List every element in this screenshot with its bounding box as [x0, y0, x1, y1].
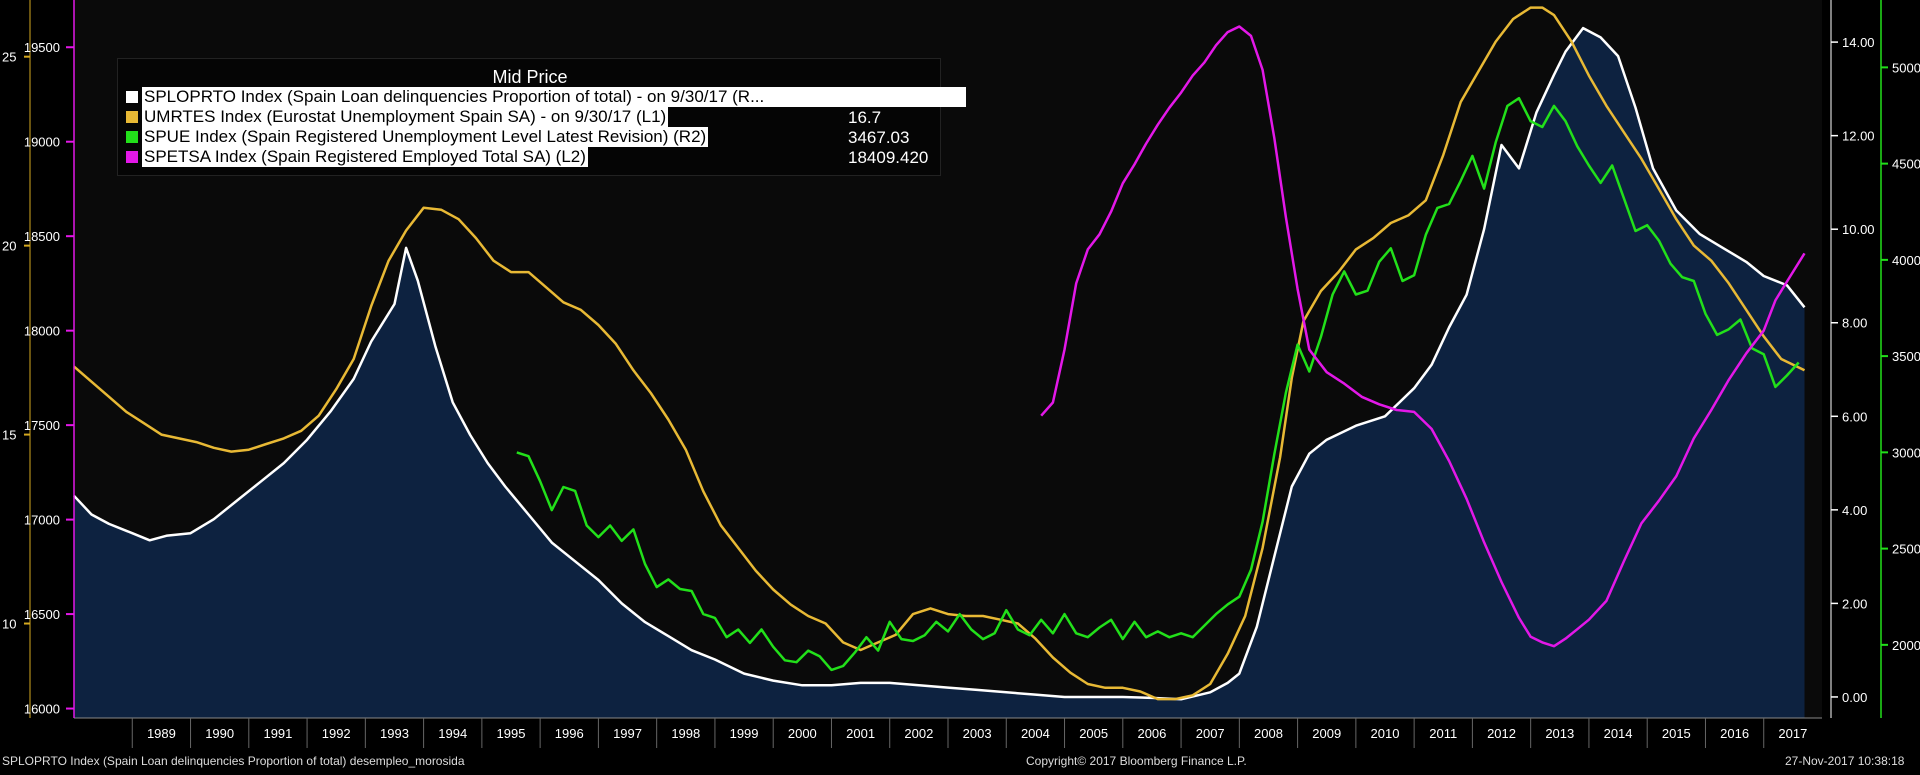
footer-timestamp: 27-Nov-2017 10:38:18 — [1785, 754, 1905, 768]
l2-tick-label: 18500 — [24, 229, 60, 244]
legend-swatch — [126, 131, 138, 143]
r2-tick-label: 5000 — [1892, 60, 1920, 75]
l1-tick-label: 20 — [2, 239, 16, 254]
legend-title: Mid Price — [492, 67, 568, 87]
series-line-spetsa — [1040, 25, 1806, 648]
r2-tick-label: 4500 — [1892, 157, 1920, 172]
x-tick-label: 2013 — [1545, 726, 1574, 741]
x-tick-label: 2010 — [1371, 726, 1400, 741]
l2-tick-label: 19500 — [24, 40, 60, 55]
x-tick-label: 2001 — [846, 726, 875, 741]
series-line-umrtes — [73, 6, 1806, 701]
x-tick-label: 2007 — [1196, 726, 1225, 741]
r1-tick-label: 4.00 — [1842, 503, 1867, 518]
legend: Mid Price SPLOPRTO Index (Spain Loan del… — [117, 58, 966, 176]
r2-tick-label: 2500 — [1892, 542, 1920, 557]
x-tick-label: 2000 — [788, 726, 817, 741]
legend-swatch — [126, 111, 138, 123]
x-tick-label: 2003 — [963, 726, 992, 741]
x-tick-label: 1990 — [205, 726, 234, 741]
x-tick-label: 1995 — [497, 726, 526, 741]
x-tick-label: 2016 — [1720, 726, 1749, 741]
r2-tick-label: 2000 — [1892, 638, 1920, 653]
l2-tick-label: 18000 — [24, 324, 60, 339]
x-tick-label: 2004 — [1021, 726, 1050, 741]
legend-label: SPUE Index (Spain Registered Unemploymen… — [142, 127, 709, 147]
series-line-sploprto — [73, 26, 1806, 701]
l1-tick-label: 10 — [2, 617, 16, 632]
r1-tick-label: 10.00 — [1842, 222, 1875, 237]
legend-value-umrtes: 16.7 — [848, 108, 882, 127]
x-tick-label: 2006 — [1137, 726, 1166, 741]
legend-value-sploprto: 8.33 — [848, 88, 882, 107]
footer-copyright: Copyright© 2017 Bloomberg Finance L.P. — [1026, 754, 1247, 768]
legend-label: SPETSA Index (Spain Registered Employed … — [142, 147, 588, 167]
x-tick-label: 2009 — [1312, 726, 1341, 741]
r1-tick-label: 0.00 — [1842, 690, 1867, 705]
axis-layer: 1989 1990 1991 1992 1993 1994 1995 1996 1997 1998… — [2, 0, 1920, 752]
legend-label: UMRTES Index (Eurostat Unemployment Spai… — [142, 107, 669, 127]
legend-swatch — [126, 91, 138, 103]
l2-tick-label: 17500 — [24, 418, 60, 433]
x-tick-label: 2017 — [1778, 726, 1807, 741]
x-tick-label: 1994 — [438, 726, 467, 741]
x-tick-label: 1996 — [555, 726, 584, 741]
x-tick-label: 2008 — [1254, 726, 1283, 741]
x-tick-label: 1997 — [613, 726, 642, 741]
r2-tick-label: 3000 — [1892, 445, 1920, 460]
legend-value-spue: 3467.03 — [848, 128, 910, 147]
l1-tick-label: 25 — [2, 50, 16, 65]
r2-tick-label: 4000 — [1892, 253, 1920, 268]
x-tick-label: 2015 — [1662, 726, 1691, 741]
area-layer — [74, 28, 1805, 719]
line-layer — [73, 6, 1806, 701]
legend-label: SPLOPRTO Index (Spain Loan delinquencies… — [142, 87, 966, 107]
x-tick-label: 2012 — [1487, 726, 1516, 741]
legend-swatch — [126, 151, 138, 163]
r1-tick-label: 2.00 — [1842, 596, 1867, 611]
x-tick-label: 1989 — [147, 726, 176, 741]
x-tick-label: 2014 — [1604, 726, 1633, 741]
x-tick-label: 1992 — [322, 726, 351, 741]
l1-tick-label: 15 — [2, 428, 16, 443]
r1-tick-label: 6.00 — [1842, 409, 1867, 424]
r2-tick-label: 3500 — [1892, 349, 1920, 364]
x-tick-label: 1998 — [671, 726, 700, 741]
x-tick-label: 1993 — [380, 726, 409, 741]
x-tick-label: 2005 — [1079, 726, 1108, 741]
x-tick-label: 1999 — [730, 726, 759, 741]
series-area-sploprto — [74, 28, 1805, 719]
r1-tick-label: 14.00 — [1842, 35, 1875, 50]
l2-tick-label: 19000 — [24, 135, 60, 150]
l2-tick-label: 17000 — [24, 513, 60, 528]
series-line-spue — [516, 96, 1800, 672]
x-tick-label: 2011 — [1429, 726, 1457, 741]
x-tick-label: 2002 — [904, 726, 933, 741]
l2-tick-label: 16500 — [24, 607, 60, 622]
l2-tick-label: 16000 — [24, 702, 60, 717]
r1-tick-label: 12.00 — [1842, 129, 1875, 144]
footer-left: SPLOPRTO Index (Spain Loan delinquencies… — [2, 754, 465, 768]
r1-tick-label: 8.00 — [1842, 316, 1867, 331]
x-tick-label: 1991 — [263, 726, 292, 741]
legend-value-spetsa: 18409.420 — [848, 148, 929, 167]
